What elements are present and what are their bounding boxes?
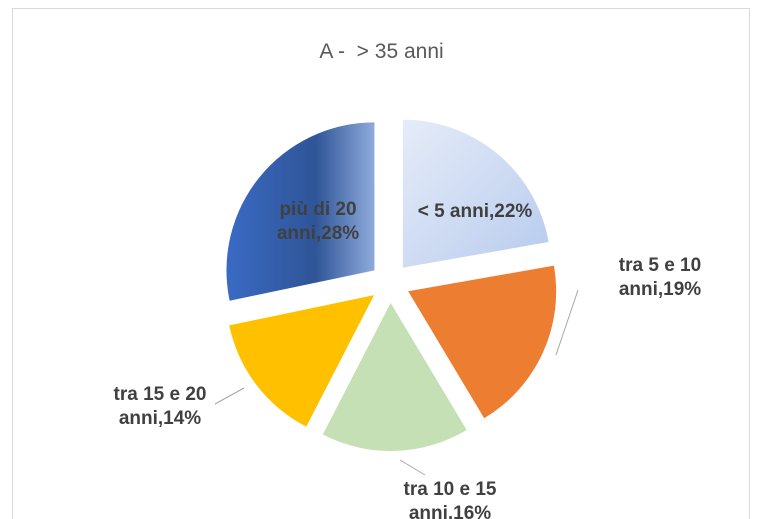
pie-slice xyxy=(402,119,549,268)
leader-line xyxy=(399,459,426,476)
chart-frame xyxy=(12,8,750,519)
pie-slice xyxy=(408,265,557,419)
data-label: tra 5 e 10 anni,19% xyxy=(618,255,702,300)
pie-slice xyxy=(229,295,375,427)
data-label: < 5 anni,22% xyxy=(417,201,533,222)
data-label: tra 10 e 15 anni,16% xyxy=(403,479,497,519)
data-label: più di 20 anni,28% xyxy=(276,199,360,244)
chart-title: A - > 35 anni xyxy=(319,40,444,63)
data-label: tra 15 e 20 anni,14% xyxy=(113,384,207,429)
leader-line xyxy=(214,387,245,405)
pie-slice xyxy=(322,302,467,451)
leader-line xyxy=(555,289,579,356)
pie-slice xyxy=(226,122,375,301)
